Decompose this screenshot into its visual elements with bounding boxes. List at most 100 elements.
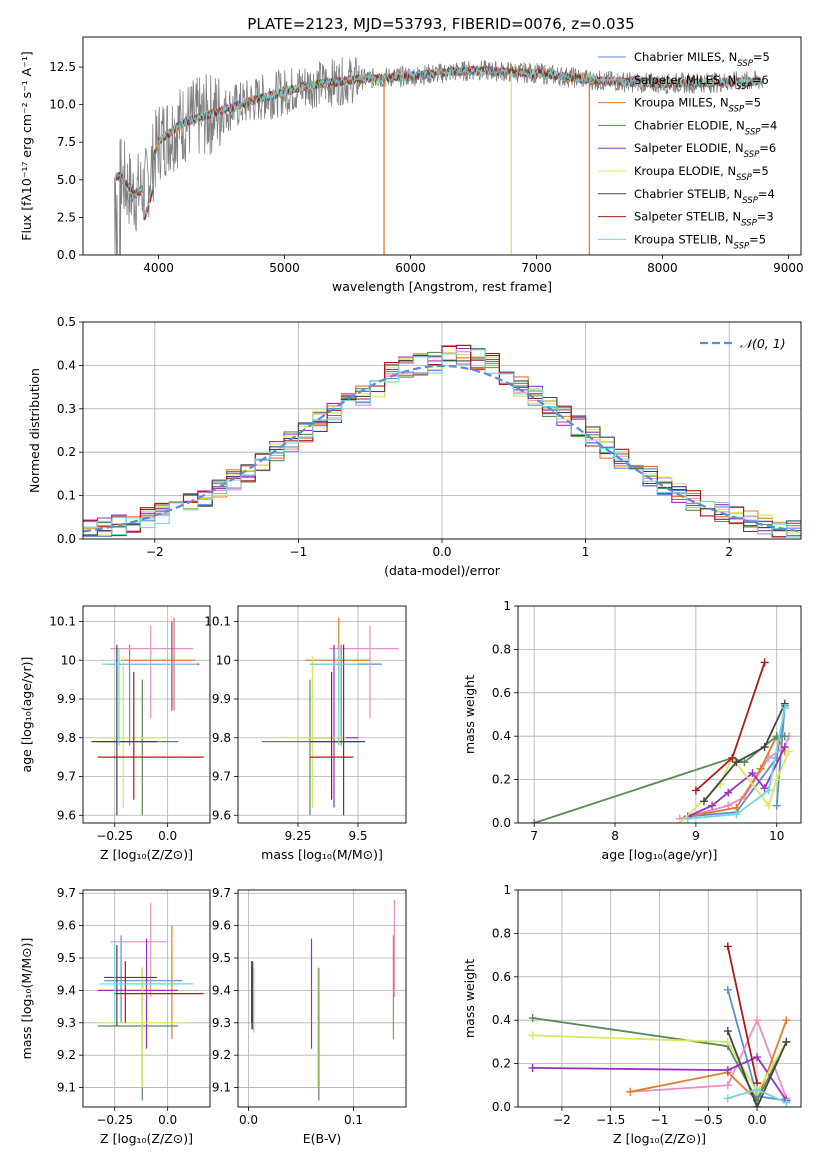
- marker-kroupa-stelib: [732, 810, 741, 819]
- x-tick-label: 4000: [143, 261, 174, 275]
- y-tick-label: 9.7: [57, 886, 76, 900]
- marker-kroupa-stelib: [782, 1098, 791, 1107]
- y-axis-label: Normed distribution: [27, 368, 42, 493]
- marker-chabrier-stelib: [699, 797, 708, 806]
- marker-chabrier-stelib: [753, 1103, 762, 1107]
- series-chabrier-elodie: [532, 1017, 788, 1103]
- histogram-kroupa-stelib: [83, 349, 801, 538]
- marker-salpeter-elodie: [724, 788, 733, 797]
- legend-label-kroupa-elodie: Kroupa ELODIE, NSSP=5: [634, 164, 769, 183]
- legend-label-chabrier-miles: Chabrier MILES, NSSP=5: [634, 50, 770, 69]
- marker-kroupa-stelib: [764, 786, 773, 795]
- marker-kroupa-stelib: [723, 1094, 732, 1103]
- axes-frame: [237, 889, 407, 1108]
- y-axis-label: Flux [fλ10⁻¹⁷ erg cm⁻² s⁻¹ A⁻¹]: [19, 51, 34, 240]
- marker-chabrier-miles: [772, 801, 781, 810]
- x-axis-label: mass [log₁₀(M/M⊙)]: [261, 847, 383, 862]
- marker-chabrier-stelib: [732, 758, 741, 767]
- y-axis-label: mass weight: [462, 959, 477, 1038]
- y-tick-label: 2.5: [57, 210, 76, 224]
- legend-label-salpeter-stelib: Salpeter STELIB, NSSP=3: [634, 210, 774, 229]
- x-tick-label: −2: [553, 1113, 571, 1127]
- series-salpeter-stelib: [726, 946, 758, 1084]
- marker-salpeter-elodie: [748, 769, 757, 778]
- axes-frame: [82, 889, 211, 1108]
- plot-area: [530, 658, 793, 823]
- x-axis-label: Z [log₁₀(Z/Z⊙)]: [613, 1131, 706, 1146]
- plot-area: [528, 942, 791, 1107]
- x-tick-label: 9000: [773, 261, 804, 275]
- x-tick-label: 0.1: [344, 1113, 363, 1127]
- y-tick-label: 9.6: [57, 808, 76, 822]
- x-tick-label: 9.5: [348, 829, 367, 843]
- marker-chabrier-stelib: [760, 743, 769, 752]
- series-salpeter-elodie: [687, 746, 786, 818]
- y-tick-label: 9.7: [212, 886, 231, 900]
- y-tick-label: 9.6: [212, 808, 231, 822]
- x-tick-label: 6000: [395, 261, 426, 275]
- y-tick-label: 0.2: [492, 773, 511, 787]
- marker-kroupa-elodie: [528, 1031, 537, 1040]
- x-tick-label: 9: [692, 829, 700, 843]
- x-tick-label: 0.0: [158, 829, 177, 843]
- y-tick-label: 9.6: [57, 919, 76, 933]
- x-tick-label: 0.0: [748, 1113, 767, 1127]
- y-tick-label: 9.3: [212, 1016, 231, 1030]
- x-tick-label: 0.0: [158, 1113, 177, 1127]
- x-tick-label: −0.5: [694, 1113, 723, 1127]
- y-tick-label: 0.0: [492, 1100, 511, 1114]
- x-tick-label: −1.5: [596, 1113, 625, 1127]
- y-tick-label: 9.9: [57, 692, 76, 706]
- massweight-vs-Z-chart: −2 −1.5 −1 −0.5 0.0 0.0 0.2 0.4 0.6 0.8 1 Z [log₁₀(…: [462, 883, 802, 1146]
- plot-area: [83, 344, 801, 538]
- y-tick-label: 10: [61, 653, 76, 667]
- marker-kroupa-stelib: [780, 703, 789, 712]
- marker-chabrier-elodie: [740, 758, 749, 767]
- plot-area: [114, 57, 764, 255]
- y-tick-label: 10.1: [49, 615, 76, 629]
- marker-chabrier-stelib: [723, 1027, 732, 1036]
- legend-label-salpeter-elodie: Salpeter ELODIE, NSSP=6: [634, 141, 776, 160]
- y-tick-label: 0.2: [492, 1057, 511, 1071]
- spectrum-chart: 4000 5000 6000 7000 8000 9000 0.0 2.5 5.0 7.5 10.0…: [19, 36, 804, 294]
- y-tick-label: 9.7: [57, 770, 76, 784]
- marker-salpeter-elodie: [708, 801, 717, 810]
- y-tick-label: 9.5: [212, 951, 231, 965]
- series-chabrier-stelib: [726, 1030, 788, 1107]
- y-tick-label: 9.8: [212, 731, 231, 745]
- marker-salpeter-miles: [723, 1081, 732, 1090]
- x-tick-label: −1: [290, 545, 308, 559]
- y-tick-label: 7.5: [57, 135, 76, 149]
- marker-kroupa-miles: [626, 1087, 635, 1096]
- axes-frame: [82, 321, 802, 540]
- y-tick-label: 9.2: [212, 1048, 231, 1062]
- x-tick-label: 7000: [521, 261, 552, 275]
- x-tick-label: 5000: [269, 261, 300, 275]
- marker-salpeter-stelib: [760, 658, 769, 667]
- y-tick-label: 5.0: [57, 173, 76, 187]
- plot-area: [262, 617, 399, 816]
- axes-frame: [517, 889, 802, 1108]
- x-axis-label: wavelength [Angstrom, rest frame]: [332, 279, 552, 294]
- marker-chabrier-elodie: [528, 1014, 537, 1023]
- y-tick-label: 1: [503, 883, 511, 897]
- y-tick-label: 0.0: [57, 532, 76, 546]
- y-tick-label: 0.8: [492, 926, 511, 940]
- marker-salpeter-elodie: [760, 784, 769, 793]
- y-tick-label: 0.2: [57, 445, 76, 459]
- marker-kroupa-stelib: [753, 1085, 762, 1094]
- x-tick-label: −0.25: [96, 829, 133, 843]
- marker-kroupa-miles: [782, 1016, 791, 1025]
- y-tick-label: 10.1: [204, 615, 231, 629]
- x-tick-label: 9.25: [285, 829, 312, 843]
- series-chabrier-stelib: [703, 703, 786, 802]
- y-tick-label: 10.0: [49, 98, 76, 112]
- marker-salpeter-elodie: [723, 1066, 732, 1075]
- marker-salpeter-stelib: [691, 786, 700, 795]
- model-kroupa-stelib: [115, 65, 761, 220]
- y-tick-label: 9.3: [57, 1016, 76, 1030]
- marker-kroupa-elodie: [772, 775, 781, 784]
- legend-label-kroupa-stelib: Kroupa STELIB, NSSP=5: [634, 232, 766, 251]
- legend-label-normal: 𝒩(0, 1): [740, 336, 786, 351]
